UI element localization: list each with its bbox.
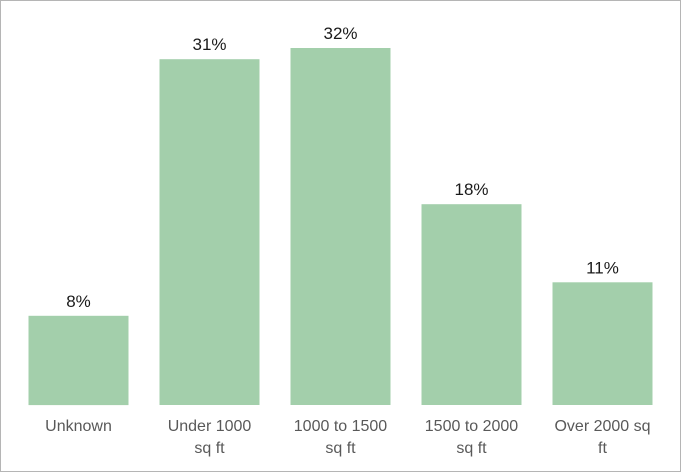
x-tick-label-3-line-0: 1500 to 2000 — [425, 418, 519, 435]
bar-4 — [552, 282, 653, 405]
x-tick-label-1-line-0: Under 1000 — [168, 418, 252, 435]
data-label-0: 8% — [66, 292, 91, 311]
x-tick-label-0-line-0: Unknown — [45, 418, 112, 435]
data-label-2: 32% — [323, 24, 357, 43]
x-tick-label-1-line-1: sq ft — [194, 440, 225, 457]
x-tick-label-4-line-1: ft — [598, 440, 607, 457]
data-label-4: 11% — [586, 258, 619, 277]
x-tick-label-4: Over 2000 sq ft — [554, 418, 650, 457]
x-tick-label-3-line-1: sq ft — [456, 440, 487, 457]
x-tick-label-1: Under 1000 sq ft — [168, 418, 252, 457]
x-tick-label-4-line-0: Over 2000 sq — [554, 418, 650, 435]
x-tick-label-2: 1000 to 1500 sq ft — [294, 418, 388, 457]
bar-3 — [421, 204, 522, 405]
bar-1 — [159, 59, 260, 405]
x-tick-label-2-line-1: sq ft — [325, 440, 356, 457]
bar-2 — [290, 48, 391, 405]
x-tick-label-0: Unknown — [45, 418, 112, 435]
x-tick-label-2-line-0: 1000 to 1500 — [294, 418, 388, 435]
bar-0 — [28, 315, 129, 406]
data-label-1: 31% — [192, 35, 226, 54]
bars-layer — [28, 48, 653, 406]
x-tick-label-3: 1500 to 2000 sq ft — [425, 418, 519, 457]
data-labels-layer: 8% 31% 32% 18% 11% — [66, 24, 619, 311]
data-label-3: 18% — [454, 180, 488, 199]
